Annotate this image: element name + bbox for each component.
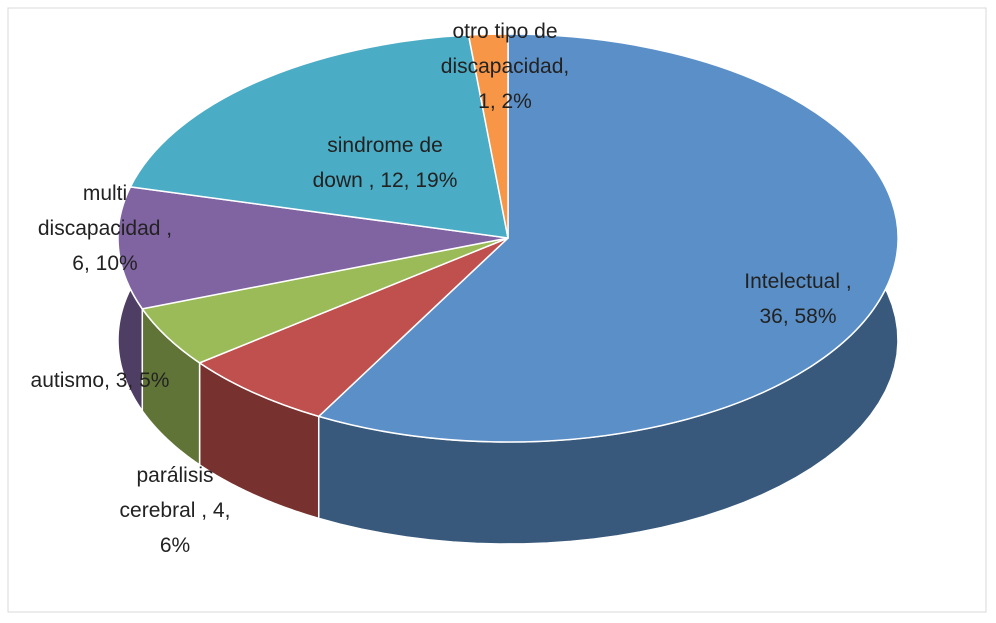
data-label-line: 36, 58%	[759, 305, 836, 328]
data-label: sindrome de down , 12, 19%	[313, 134, 458, 192]
data-label-line: 1, 2%	[478, 90, 532, 113]
slice	[117, 186, 509, 310]
data-label-line: down , 12, 19%	[313, 169, 458, 192]
data-label: Intelectual , 36, 58%	[744, 270, 851, 328]
data-label-line: cerebral , 4,	[120, 499, 231, 522]
data-label-line: multi	[83, 182, 127, 205]
data-label: autismo, 3, 5%	[31, 369, 170, 392]
data-label-line: otro tipo de	[452, 20, 557, 43]
data-label-line: sindrome de	[327, 134, 443, 157]
data-label-line: 6%	[160, 534, 190, 557]
slice	[467, 33, 509, 239]
data-label-line: parálisis	[136, 464, 213, 487]
data-label: multi discapacidad , 6, 10%	[38, 182, 172, 275]
data-label-line: Intelectual ,	[744, 270, 851, 293]
slice	[198, 237, 509, 418]
slice	[129, 34, 509, 239]
data-label-line: discapacidad ,	[38, 217, 172, 240]
data-label-line: autismo, 3, 5%	[31, 369, 170, 392]
data-label-line: discapacidad,	[441, 55, 569, 78]
data-label: otro tipo de discapacidad, 1, 2%	[441, 20, 569, 113]
data-label-line: 6, 10%	[72, 252, 137, 275]
slice	[317, 33, 899, 443]
data-label: parálisis cerebral , 4, 6%	[120, 464, 231, 557]
